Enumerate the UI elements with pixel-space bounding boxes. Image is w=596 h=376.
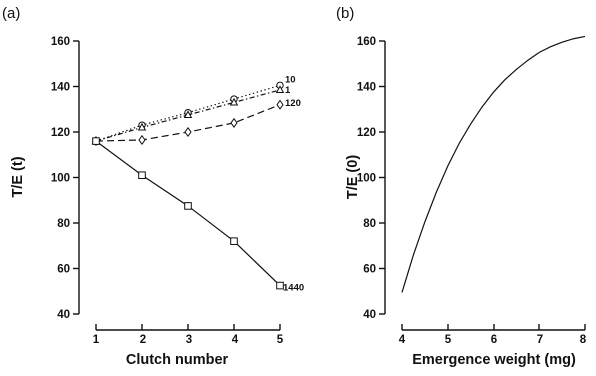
marker-a-1440-1 [92,137,100,145]
x-tick-label-a-5: 5 [277,334,284,346]
y-tick-label-b-80: 80 [363,218,376,230]
series-label-a-10: 10 [285,74,296,85]
marker-a-120-4 [230,117,238,128]
y-tick-label-a-40: 40 [57,309,70,321]
series-line-a-1440 [95,140,281,286]
marker-a-1-3 [183,110,193,119]
x-tick-label-a-4: 4 [232,334,239,346]
series-line-b-0 [401,35,586,293]
y-tick-label-a-120: 120 [51,127,70,139]
marker-a-1440-4 [230,237,238,245]
y-tick-label-a-80: 80 [57,218,70,230]
y-tick-label-a-140: 140 [51,82,70,94]
x-tick-label-b-5: 5 [445,334,452,346]
y-axis-title-a: T/E (t) [10,156,26,197]
x-tick-label-a-3: 3 [186,334,192,346]
marker-a-1-2 [137,122,147,131]
series-label-a-1: 1 [285,85,291,96]
panel-b: (b) 40 60 80 100 120 140 160 4 5 6 7 8 Emergence weig… [336,5,587,368]
marker-a-120-5 [276,99,284,110]
marker-a-1-5 [275,85,285,94]
y-axis-title-b: T/E (0) [345,155,361,199]
x-tick-label-a-2: 2 [140,334,146,346]
marker-a-1440-3 [184,202,192,210]
x-axis-title-b: Emergence weight (mg) [412,352,576,368]
marker-a-120-3 [184,126,192,138]
y-tick-label-a-60: 60 [57,264,70,276]
x-tick-label-b-7: 7 [537,334,543,346]
marker-a-120-2 [138,134,146,146]
x-axis-title-a: Clutch number [126,352,229,368]
y-tick-label-b-100: 100 [357,173,376,185]
x-tick-label-b-8: 8 [580,334,587,346]
series-label-a-120: 120 [285,98,301,109]
panel-label-b: (b) [336,5,354,22]
y-tick-label-b-120: 120 [357,127,376,139]
y-tick-label-a-160: 160 [51,36,70,48]
y-tick-label-b-140: 140 [357,82,376,94]
y-tick-label-b-40: 40 [363,309,376,321]
marker-a-1-4 [229,97,239,106]
y-tick-label-b-60: 60 [363,264,376,276]
panel-a: (a) 40 60 80 100 120 140 160 1 2 3 4 5 Clutch number T… [2,5,304,368]
marker-a-1440-2 [138,171,146,180]
x-tick-label-b-6: 6 [491,334,497,346]
panel-label-a: (a) [2,5,20,22]
x-tick-label-a-1: 1 [93,334,100,346]
series-label-a-1440: 1440 [283,283,304,294]
x-tick-label-b-4: 4 [399,334,406,346]
y-tick-label-b-160: 160 [357,36,376,48]
y-tick-label-a-100: 100 [51,173,70,185]
marker-a-1440-5 [276,281,284,290]
